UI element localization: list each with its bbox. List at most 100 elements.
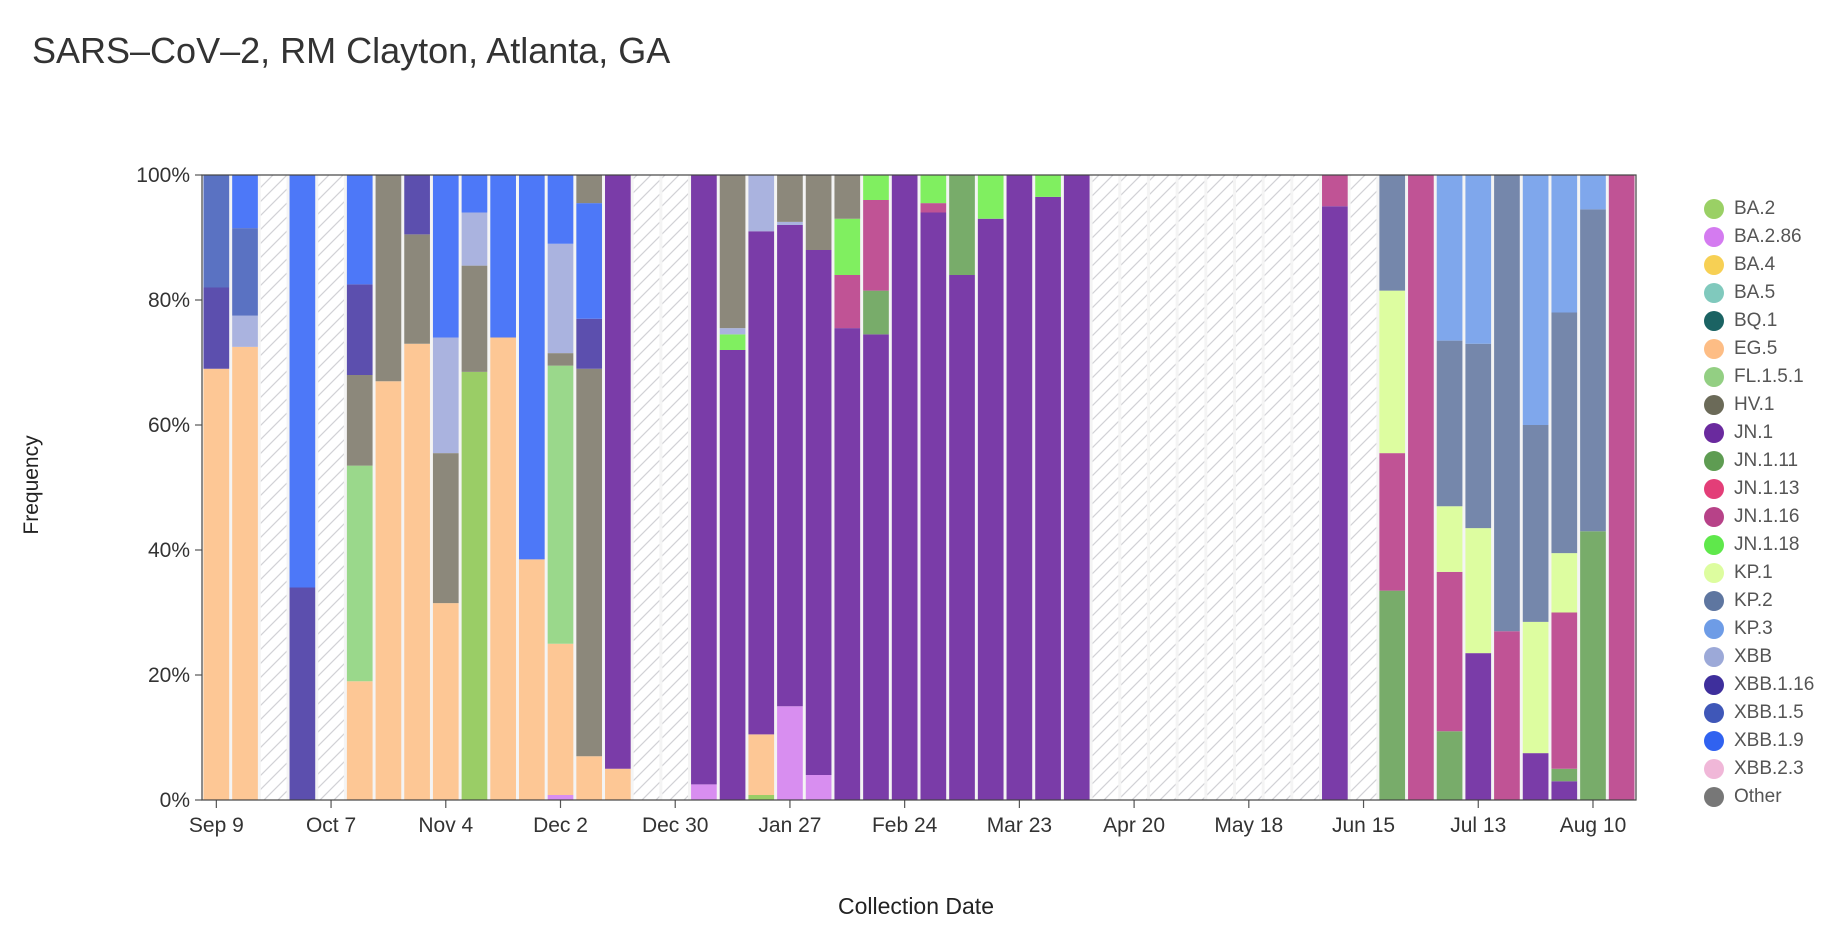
bar-segment-kp-2[interactable]: [1551, 312, 1578, 554]
bar-segment-other[interactable]: [375, 175, 402, 382]
bar-14[interactable]: [605, 175, 631, 800]
bar-46[interactable]: [1522, 175, 1549, 800]
bar-22[interactable]: [834, 175, 861, 800]
bar-segment-jn-1[interactable]: [1551, 781, 1578, 800]
bar-segment-ba-2-86[interactable]: [547, 795, 574, 800]
bar-6[interactable]: [375, 175, 402, 800]
legend-item-xbb[interactable]: XBB: [1704, 643, 1834, 671]
bar-8[interactable]: [432, 175, 459, 800]
bar-2[interactable]: [260, 175, 287, 800]
bar-29[interactable]: [1035, 175, 1061, 800]
bar-segment-ba-2[interactable]: [461, 371, 488, 800]
bar-9[interactable]: [461, 175, 488, 800]
bar-19[interactable]: [748, 175, 775, 800]
bar-10[interactable]: [490, 175, 516, 800]
legend-item-jn-1-11[interactable]: JN.1.11: [1704, 447, 1834, 475]
bar-segment-jn-1-11[interactable]: [1379, 590, 1406, 800]
bar-segment-jn-1-18[interactable]: [920, 175, 947, 204]
bar-25[interactable]: [920, 175, 947, 800]
bar-segment-kp-3[interactable]: [1465, 175, 1492, 344]
bar-segment-xbb-1-16[interactable]: [404, 175, 430, 235]
legend-item-jn-1[interactable]: JN.1: [1704, 419, 1834, 447]
bar-33[interactable]: [1149, 175, 1176, 800]
bar-3[interactable]: [289, 175, 316, 800]
bar-segment-jn-1-11[interactable]: [949, 175, 975, 275]
bar-segment-eg-5[interactable]: [375, 381, 402, 800]
bar-12[interactable]: [547, 175, 574, 800]
bar-segment-xbb[interactable]: [232, 315, 258, 347]
bar-segment-xbb-1-16[interactable]: [203, 287, 230, 369]
bar-segment-ba-2[interactable]: [748, 795, 775, 800]
bar-segment-xbb[interactable]: [461, 212, 488, 266]
bar-segment-other[interactable]: [461, 265, 488, 372]
bar-segment-jn-1-16[interactable]: [920, 203, 947, 213]
bar-segment-jn-1[interactable]: [1063, 175, 1090, 800]
bar-segment-other[interactable]: [576, 175, 603, 204]
bar-segment-eg-5[interactable]: [432, 603, 459, 800]
bar-segment-eg-5[interactable]: [232, 346, 258, 800]
bar-21[interactable]: [805, 175, 832, 800]
bar-segment-eg-5[interactable]: [404, 343, 430, 800]
bar-segment-jn-1[interactable]: [1465, 653, 1492, 800]
bar-48[interactable]: [1580, 175, 1606, 800]
bar-segment-kp-1[interactable]: [1379, 290, 1406, 454]
legend-item-jn-1-16[interactable]: JN.1.16: [1704, 503, 1834, 531]
bar-segment-eg-5[interactable]: [203, 368, 230, 800]
bar-26[interactable]: [949, 175, 975, 800]
bar-segment-xbb-1-9[interactable]: [547, 175, 574, 244]
bar-segment-jn-1-11[interactable]: [863, 290, 889, 335]
bar-segment-eg-5[interactable]: [576, 756, 603, 800]
bar-15[interactable]: [633, 175, 660, 800]
bar-segment-jn-1[interactable]: [863, 334, 889, 800]
bar-segment-ba-2-86[interactable]: [805, 775, 832, 800]
bar-segment-kp-1[interactable]: [1522, 621, 1549, 754]
bar-segment-jn-1-16[interactable]: [1379, 453, 1406, 591]
legend-item-xbb-1-5[interactable]: XBB.1.5: [1704, 699, 1834, 727]
bar-1[interactable]: [232, 175, 258, 800]
bar-32[interactable]: [1121, 175, 1147, 800]
bar-segment-jn-1-18[interactable]: [863, 175, 889, 200]
bar-segment-jn-1-11[interactable]: [1436, 731, 1463, 800]
bar-segment-jn-1[interactable]: [605, 175, 631, 769]
legend-item-fl-1-5-1[interactable]: FL.1.5.1: [1704, 363, 1834, 391]
bar-segment-ba-2-86[interactable]: [777, 706, 803, 800]
bar-segment-fl-1-5-1[interactable]: [547, 365, 574, 644]
bar-23[interactable]: [863, 175, 889, 800]
bar-7[interactable]: [404, 175, 430, 800]
bar-30[interactable]: [1063, 175, 1090, 800]
bar-segment-kp-3[interactable]: [1436, 175, 1463, 341]
bar-segment-xbb-1-5[interactable]: [232, 228, 258, 316]
bar-segment-kp-3[interactable]: [1522, 175, 1549, 425]
bar-39[interactable]: [1322, 175, 1348, 800]
bar-segment-jn-1[interactable]: [777, 225, 803, 707]
bar-segment-xbb-1-16[interactable]: [346, 284, 373, 375]
bar-segment-jn-1[interactable]: [977, 218, 1004, 800]
bar-segment-xbb[interactable]: [748, 175, 775, 232]
bar-49[interactable]: [1608, 175, 1635, 800]
bar-segment-kp-1[interactable]: [1551, 553, 1578, 613]
bar-segment-eg-5[interactable]: [547, 643, 574, 795]
bar-36[interactable]: [1235, 175, 1262, 800]
bar-segment-jn-1[interactable]: [1006, 175, 1033, 800]
bar-segment-other[interactable]: [834, 175, 861, 219]
bar-segment-kp-2[interactable]: [1436, 340, 1463, 507]
bar-segment-jn-1-16[interactable]: [834, 275, 861, 329]
bar-segment-xbb-1-16[interactable]: [576, 318, 603, 369]
bar-segment-xbb-1-9[interactable]: [346, 175, 373, 285]
bar-segment-kp-2[interactable]: [1465, 343, 1492, 529]
bar-segment-xbb-1-9[interactable]: [490, 175, 516, 338]
bar-43[interactable]: [1436, 175, 1463, 800]
bar-segment-jn-1[interactable]: [949, 275, 975, 800]
legend-item-bq-1[interactable]: BQ.1: [1704, 307, 1834, 335]
bar-segment-xbb-1-9[interactable]: [232, 175, 258, 229]
legend-item-ba-2[interactable]: BA.2: [1704, 195, 1834, 223]
bar-38[interactable]: [1293, 175, 1320, 800]
legend-item-kp-2[interactable]: KP.2: [1704, 587, 1834, 615]
bar-segment-kp-2[interactable]: [1379, 175, 1406, 291]
bar-segment-jn-1-16[interactable]: [1436, 571, 1463, 732]
bar-segment-other[interactable]: [432, 453, 459, 604]
bar-segment-xbb[interactable]: [719, 328, 746, 335]
bar-segment-jn-1[interactable]: [719, 350, 746, 800]
bar-segment-jn-1[interactable]: [805, 250, 832, 775]
bar-segment-kp-1[interactable]: [1465, 528, 1492, 654]
